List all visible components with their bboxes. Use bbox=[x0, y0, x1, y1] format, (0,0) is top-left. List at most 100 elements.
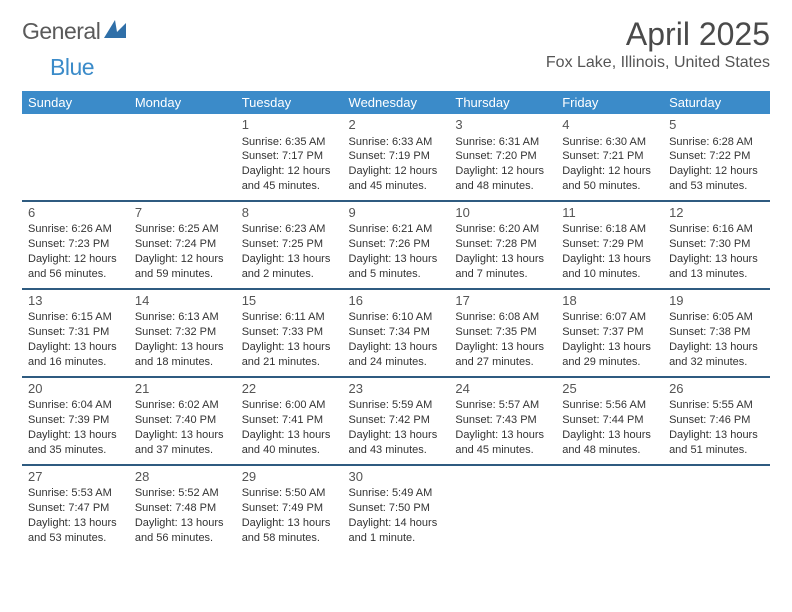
day-header: Friday bbox=[556, 91, 663, 114]
sunrise-line: Sunrise: 6:21 AM bbox=[349, 222, 444, 237]
sunrise-line: Sunrise: 6:15 AM bbox=[28, 310, 123, 325]
sunrise-line: Sunrise: 6:20 AM bbox=[455, 222, 550, 237]
sunrise-line: Sunrise: 6:10 AM bbox=[349, 310, 444, 325]
day-header: Monday bbox=[129, 91, 236, 114]
sunset-line: Sunset: 7:23 PM bbox=[28, 237, 123, 252]
calendar-blank-cell bbox=[129, 114, 236, 201]
daylight-line: Daylight: 13 hours and 45 minutes. bbox=[455, 428, 550, 458]
daylight-line: Daylight: 13 hours and 16 minutes. bbox=[28, 340, 123, 370]
calendar-blank-cell bbox=[556, 465, 663, 552]
daylight-line: Daylight: 12 hours and 53 minutes. bbox=[669, 164, 764, 194]
calendar-day-cell: 16Sunrise: 6:10 AMSunset: 7:34 PMDayligh… bbox=[343, 289, 450, 377]
sunrise-line: Sunrise: 6:31 AM bbox=[455, 135, 550, 150]
sunset-line: Sunset: 7:48 PM bbox=[135, 501, 230, 516]
sunrise-line: Sunrise: 5:57 AM bbox=[455, 398, 550, 413]
sunrise-line: Sunrise: 6:30 AM bbox=[562, 135, 657, 150]
sunset-line: Sunset: 7:17 PM bbox=[242, 149, 337, 164]
sunset-line: Sunset: 7:44 PM bbox=[562, 413, 657, 428]
sunrise-line: Sunrise: 6:04 AM bbox=[28, 398, 123, 413]
day-number: 9 bbox=[349, 204, 444, 222]
sunset-line: Sunset: 7:19 PM bbox=[349, 149, 444, 164]
sunset-line: Sunset: 7:29 PM bbox=[562, 237, 657, 252]
day-header: Sunday bbox=[22, 91, 129, 114]
calendar-day-cell: 22Sunrise: 6:00 AMSunset: 7:41 PMDayligh… bbox=[236, 377, 343, 465]
daylight-line: Daylight: 13 hours and 35 minutes. bbox=[28, 428, 123, 458]
daylight-line: Daylight: 13 hours and 18 minutes. bbox=[135, 340, 230, 370]
day-number: 25 bbox=[562, 380, 657, 398]
day-number: 18 bbox=[562, 292, 657, 310]
day-number: 19 bbox=[669, 292, 764, 310]
sunset-line: Sunset: 7:43 PM bbox=[455, 413, 550, 428]
day-number: 2 bbox=[349, 116, 444, 134]
calendar-day-cell: 2Sunrise: 6:33 AMSunset: 7:19 PMDaylight… bbox=[343, 114, 450, 201]
day-number: 17 bbox=[455, 292, 550, 310]
sunset-line: Sunset: 7:22 PM bbox=[669, 149, 764, 164]
sunset-line: Sunset: 7:24 PM bbox=[135, 237, 230, 252]
calendar-day-cell: 20Sunrise: 6:04 AMSunset: 7:39 PMDayligh… bbox=[22, 377, 129, 465]
daylight-line: Daylight: 12 hours and 45 minutes. bbox=[242, 164, 337, 194]
daylight-line: Daylight: 13 hours and 40 minutes. bbox=[242, 428, 337, 458]
page-title: April 2025 bbox=[546, 18, 770, 50]
sunrise-line: Sunrise: 6:25 AM bbox=[135, 222, 230, 237]
day-header-row: SundayMondayTuesdayWednesdayThursdayFrid… bbox=[22, 91, 770, 114]
day-number: 22 bbox=[242, 380, 337, 398]
location: Fox Lake, Illinois, United States bbox=[546, 54, 770, 72]
sunrise-line: Sunrise: 6:23 AM bbox=[242, 222, 337, 237]
day-number: 8 bbox=[242, 204, 337, 222]
daylight-line: Daylight: 13 hours and 58 minutes. bbox=[242, 516, 337, 546]
day-number: 4 bbox=[562, 116, 657, 134]
calendar-day-cell: 10Sunrise: 6:20 AMSunset: 7:28 PMDayligh… bbox=[449, 201, 556, 289]
calendar-week-row: 1Sunrise: 6:35 AMSunset: 7:17 PMDaylight… bbox=[22, 114, 770, 201]
logo: General bbox=[22, 18, 128, 45]
sunset-line: Sunset: 7:49 PM bbox=[242, 501, 337, 516]
day-number: 27 bbox=[28, 468, 123, 486]
sunset-line: Sunset: 7:31 PM bbox=[28, 325, 123, 340]
sunset-line: Sunset: 7:38 PM bbox=[669, 325, 764, 340]
calendar-week-row: 20Sunrise: 6:04 AMSunset: 7:39 PMDayligh… bbox=[22, 377, 770, 465]
sunset-line: Sunset: 7:25 PM bbox=[242, 237, 337, 252]
sunrise-line: Sunrise: 5:49 AM bbox=[349, 486, 444, 501]
calendar-blank-cell bbox=[22, 114, 129, 201]
sunrise-line: Sunrise: 6:33 AM bbox=[349, 135, 444, 150]
calendar-week-row: 6Sunrise: 6:26 AMSunset: 7:23 PMDaylight… bbox=[22, 201, 770, 289]
sunset-line: Sunset: 7:28 PM bbox=[455, 237, 550, 252]
day-number: 1 bbox=[242, 116, 337, 134]
sunrise-line: Sunrise: 5:59 AM bbox=[349, 398, 444, 413]
calendar-day-cell: 6Sunrise: 6:26 AMSunset: 7:23 PMDaylight… bbox=[22, 201, 129, 289]
sunset-line: Sunset: 7:30 PM bbox=[669, 237, 764, 252]
calendar-day-cell: 12Sunrise: 6:16 AMSunset: 7:30 PMDayligh… bbox=[663, 201, 770, 289]
calendar-day-cell: 5Sunrise: 6:28 AMSunset: 7:22 PMDaylight… bbox=[663, 114, 770, 201]
daylight-line: Daylight: 13 hours and 32 minutes. bbox=[669, 340, 764, 370]
day-number: 16 bbox=[349, 292, 444, 310]
sunset-line: Sunset: 7:21 PM bbox=[562, 149, 657, 164]
daylight-line: Daylight: 13 hours and 27 minutes. bbox=[455, 340, 550, 370]
daylight-line: Daylight: 13 hours and 56 minutes. bbox=[135, 516, 230, 546]
sunrise-line: Sunrise: 6:02 AM bbox=[135, 398, 230, 413]
day-number: 5 bbox=[669, 116, 764, 134]
daylight-line: Daylight: 13 hours and 43 minutes. bbox=[349, 428, 444, 458]
sunrise-line: Sunrise: 6:08 AM bbox=[455, 310, 550, 325]
day-number: 28 bbox=[135, 468, 230, 486]
daylight-line: Daylight: 13 hours and 48 minutes. bbox=[562, 428, 657, 458]
sunset-line: Sunset: 7:50 PM bbox=[349, 501, 444, 516]
sunrise-line: Sunrise: 5:53 AM bbox=[28, 486, 123, 501]
day-number: 7 bbox=[135, 204, 230, 222]
daylight-line: Daylight: 14 hours and 1 minute. bbox=[349, 516, 444, 546]
calendar-day-cell: 29Sunrise: 5:50 AMSunset: 7:49 PMDayligh… bbox=[236, 465, 343, 552]
daylight-line: Daylight: 13 hours and 24 minutes. bbox=[349, 340, 444, 370]
daylight-line: Daylight: 12 hours and 59 minutes. bbox=[135, 252, 230, 282]
daylight-line: Daylight: 13 hours and 13 minutes. bbox=[669, 252, 764, 282]
calendar-day-cell: 24Sunrise: 5:57 AMSunset: 7:43 PMDayligh… bbox=[449, 377, 556, 465]
sunrise-line: Sunrise: 6:05 AM bbox=[669, 310, 764, 325]
calendar-day-cell: 3Sunrise: 6:31 AMSunset: 7:20 PMDaylight… bbox=[449, 114, 556, 201]
calendar-week-row: 13Sunrise: 6:15 AMSunset: 7:31 PMDayligh… bbox=[22, 289, 770, 377]
sunset-line: Sunset: 7:20 PM bbox=[455, 149, 550, 164]
calendar-blank-cell bbox=[663, 465, 770, 552]
sunrise-line: Sunrise: 6:11 AM bbox=[242, 310, 337, 325]
sunset-line: Sunset: 7:26 PM bbox=[349, 237, 444, 252]
day-number: 10 bbox=[455, 204, 550, 222]
calendar-day-cell: 23Sunrise: 5:59 AMSunset: 7:42 PMDayligh… bbox=[343, 377, 450, 465]
sunrise-line: Sunrise: 6:13 AM bbox=[135, 310, 230, 325]
sunrise-line: Sunrise: 6:35 AM bbox=[242, 135, 337, 150]
sunrise-line: Sunrise: 6:18 AM bbox=[562, 222, 657, 237]
